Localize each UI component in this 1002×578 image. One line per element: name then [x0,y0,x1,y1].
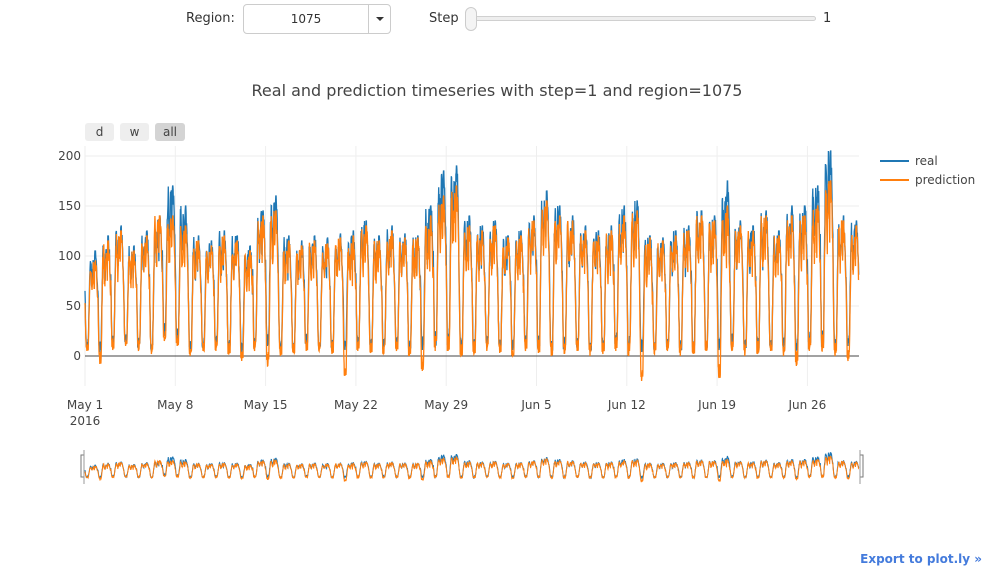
x-tick-label: Jun 12 [607,398,646,412]
step-label: Step [429,11,459,26]
range-button-d[interactable]: d [85,123,114,141]
axis-layer: 0 50 100 150 200 May 1 2016 May 8 May 15 May 22 Ma… [58,149,826,428]
x-tick-label: May 8 [157,398,193,412]
x-tick-label: May 1 [67,398,103,412]
y-tick-label: 50 [66,299,81,313]
x-tick-label: May 29 [424,398,468,412]
range-selector: d w all [85,123,185,141]
range-button-all[interactable]: all [155,123,185,141]
y-tick-label: 100 [58,249,81,263]
series-layer [84,150,860,382]
controls-bar: Region: 1075 Step 1 [0,0,1002,40]
chevron-down-icon[interactable] [369,5,391,33]
range-button-bg[interactable] [155,123,185,141]
region-label: Region: [186,11,235,26]
legend-label-prediction[interactable]: prediction [915,173,975,187]
range-button-label[interactable]: all [163,125,177,139]
region-dropdown[interactable]: 1075 [243,4,391,34]
export-to-plotly-link[interactable]: Export to plot.ly » [860,552,982,566]
series-line-real [84,150,860,354]
x-tick-label: Jun 5 [520,398,551,412]
step-value: 1 [823,11,832,26]
range-button-label[interactable]: w [130,125,140,139]
series-line-prediction [84,180,860,382]
range-button-label[interactable]: d [96,125,104,139]
range-slider[interactable] [80,449,864,485]
range-button-bg[interactable] [85,123,114,141]
range-button-w[interactable]: w [120,123,149,141]
x-tick-year-label: 2016 [70,414,101,428]
dropdown-separator [368,5,369,33]
chart-title: Real and prediction timeseries with step… [252,81,743,100]
range-button-bg[interactable] [120,123,149,141]
step-slider-handle[interactable] [465,7,477,31]
legend: real prediction [880,154,975,187]
x-tick-label: May 22 [334,398,378,412]
range-slider-prediction-line [84,455,859,483]
x-tick-label: Jun 19 [697,398,736,412]
x-tick-label: Jun 26 [787,398,826,412]
y-tick-label: 0 [73,349,81,363]
region-dropdown-value: 1075 [290,12,322,26]
x-tick-label: May 15 [244,398,288,412]
y-tick-label: 200 [58,149,81,163]
legend-label-real[interactable]: real [915,154,938,168]
y-tick-label: 150 [58,199,81,213]
